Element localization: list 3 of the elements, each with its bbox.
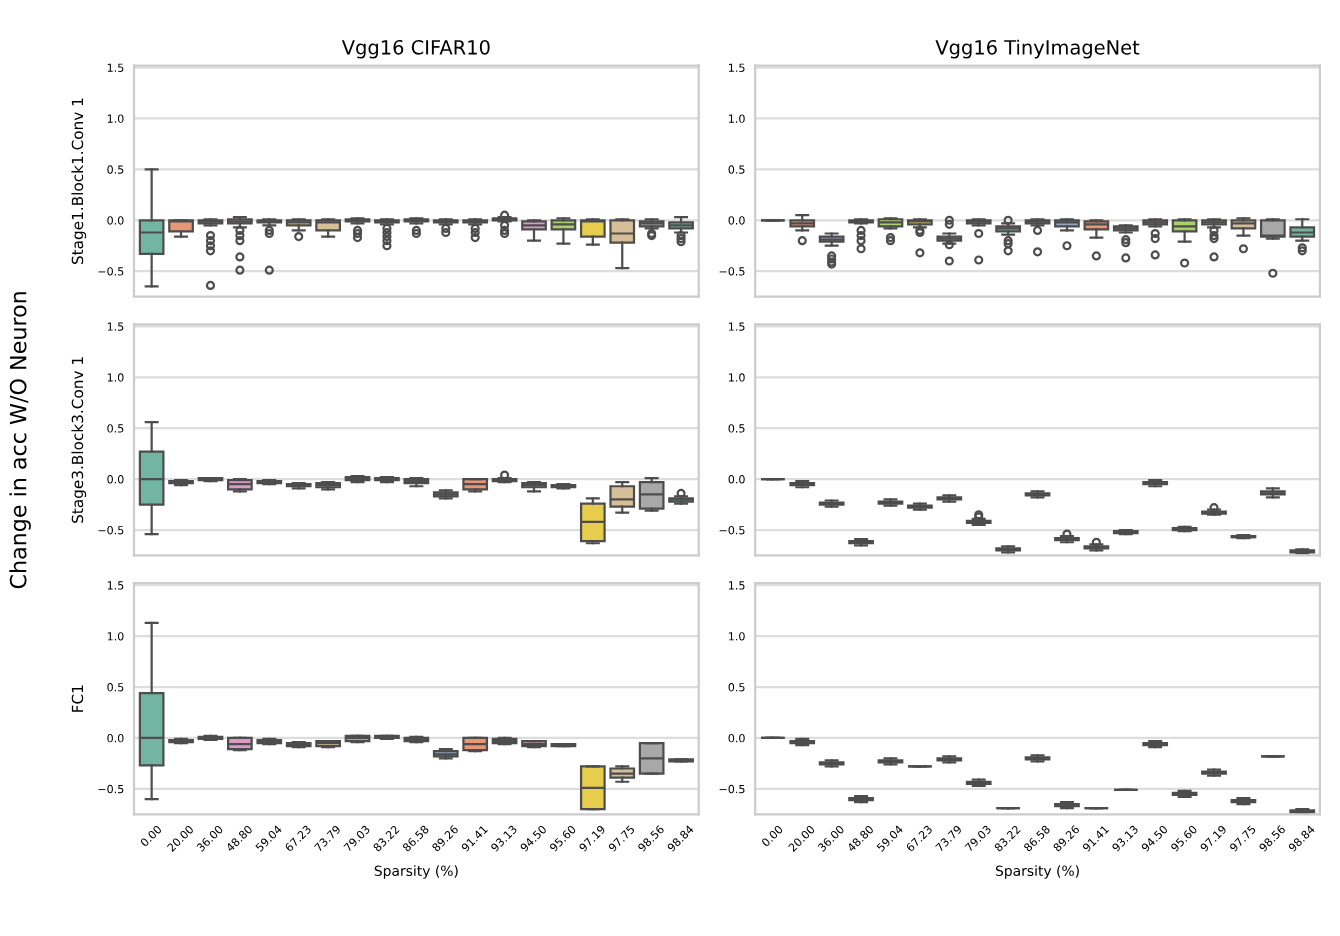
chart-title: Vgg16 TinyImageNet: [935, 39, 1140, 59]
chart-title: Vgg16 CIFAR10: [341, 39, 490, 59]
text: Change in acc W/O Neuron: [9, 292, 31, 589]
